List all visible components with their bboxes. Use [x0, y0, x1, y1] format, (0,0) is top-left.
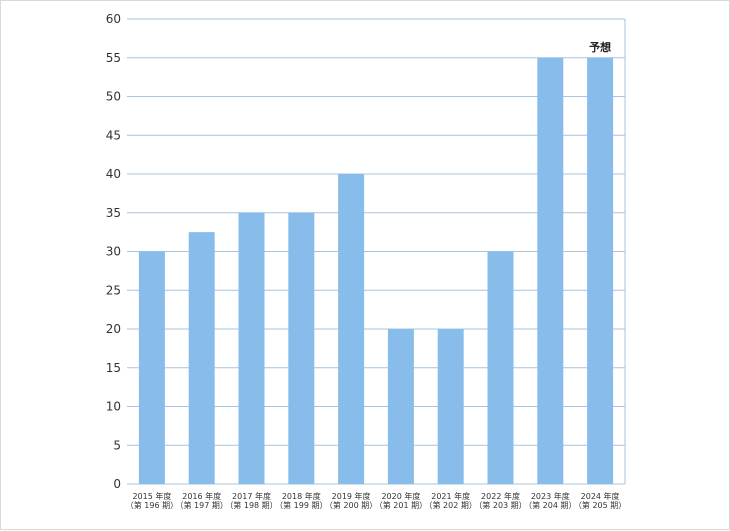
x-tick-label: 2023 年度: [531, 491, 570, 501]
x-tick-label: 2018 年度: [282, 491, 321, 501]
y-tick-label: 20: [106, 322, 121, 336]
forecast-annotation: 予想: [589, 40, 611, 54]
x-tick-label: （第 196 期）: [126, 500, 178, 510]
y-tick-label: 55: [106, 51, 121, 65]
y-tick-label: 15: [106, 361, 121, 375]
y-tick-label: 25: [106, 283, 121, 297]
x-tick-label: 2020 年度: [381, 491, 420, 501]
x-tick-label: 2019 年度: [332, 491, 371, 501]
bar: [537, 57, 564, 484]
x-tick-label: （第 203 期）: [474, 500, 526, 510]
annotations: 予想: [589, 40, 611, 54]
x-tick-label: 2017 年度: [232, 491, 271, 501]
y-tick-label: 60: [106, 12, 121, 26]
x-tick-label: （第 200 期）: [325, 500, 377, 510]
x-tick-label: （第 205 期）: [574, 500, 626, 510]
x-tick-label: （第 201 期）: [375, 500, 427, 510]
x-tick-label: （第 197 期）: [176, 500, 228, 510]
bar: [138, 251, 165, 484]
y-tick-label: 40: [106, 167, 121, 181]
bar: [387, 329, 414, 484]
bar: [437, 329, 464, 484]
x-axis-ticks: 2015 年度（第 196 期）2016 年度（第 197 期）2017 年度（…: [126, 491, 627, 510]
y-tick-label: 0: [113, 477, 121, 491]
x-tick-label: （第 204 期）: [524, 500, 576, 510]
bar: [188, 232, 215, 484]
y-tick-label: 45: [106, 128, 121, 142]
y-tick-label: 50: [106, 90, 121, 104]
x-tick-label: 2015 年度: [132, 491, 171, 501]
y-tick-label: 10: [106, 400, 121, 414]
bars: [138, 57, 614, 484]
x-tick-label: 2016 年度: [182, 491, 221, 501]
y-tick-label: 5: [113, 438, 121, 452]
bar: [238, 212, 265, 484]
x-tick-label: （第 199 期）: [275, 500, 327, 510]
y-tick-label: 30: [106, 245, 121, 259]
bar: [587, 57, 614, 484]
x-tick-label: 2022 年度: [481, 491, 520, 501]
y-axis-ticks: 0 5 10 15 20 25 30 35 40 45 50 55 60: [106, 12, 121, 491]
x-tick-label: （第 198 期）: [225, 500, 277, 510]
bar: [487, 251, 514, 484]
x-tick-label: 2024 年度: [581, 491, 620, 501]
bar: [338, 174, 365, 484]
bar: [288, 212, 315, 484]
x-tick-label: 2021 年度: [431, 491, 470, 501]
x-tick-label: （第 202 期）: [425, 500, 477, 510]
y-tick-label: 35: [106, 206, 121, 220]
